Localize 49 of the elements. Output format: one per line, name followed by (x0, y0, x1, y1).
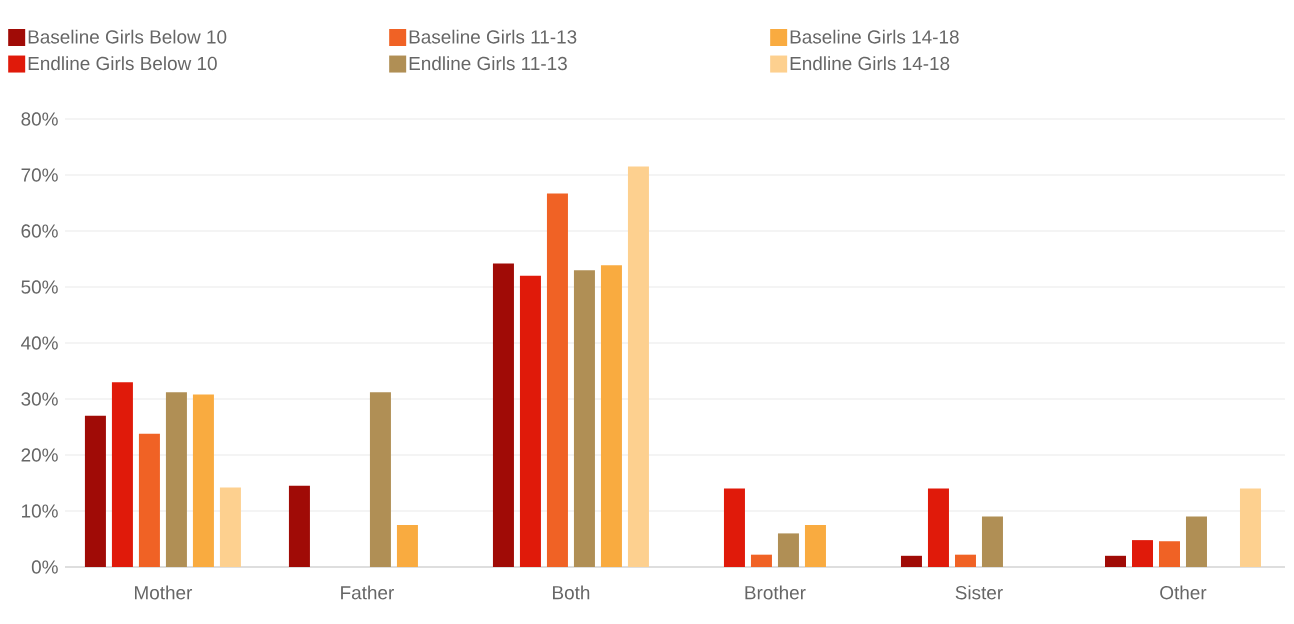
bar (84, 415, 106, 567)
y-tick-label: 20% (21, 448, 58, 462)
bar (750, 554, 772, 567)
bar (288, 485, 310, 567)
bar (573, 270, 595, 567)
y-tick-label: 40% (21, 336, 58, 350)
bar (627, 166, 649, 567)
x-tick-label: Sister (955, 585, 1003, 600)
legend-label: Baseline Girls 11-13 (409, 29, 577, 44)
bar (492, 263, 514, 567)
y-tick-label: 30% (21, 392, 58, 406)
bar (219, 487, 241, 567)
bar (111, 382, 133, 567)
x-tick-label: Mother (135, 585, 193, 600)
x-tick-label: Brother (745, 585, 806, 600)
bar (1104, 555, 1126, 567)
y-tick-label: 10% (22, 504, 58, 518)
bar (804, 525, 826, 567)
bar (723, 488, 745, 567)
bar (165, 392, 187, 567)
bar (927, 488, 949, 567)
bar (192, 394, 214, 567)
bar (954, 554, 976, 567)
bar (138, 433, 160, 567)
y-tick-label: 70% (21, 168, 58, 182)
legend-label: Endline Girls 14-18 (790, 56, 950, 71)
bar (1185, 516, 1207, 567)
x-tick-label: Both (553, 585, 590, 600)
y-tick-label: 80% (21, 112, 58, 126)
bar (1131, 540, 1153, 567)
bar (396, 525, 418, 567)
y-tick-label: 60% (21, 224, 58, 238)
bar (600, 265, 622, 567)
y-tick-label: 50% (21, 280, 58, 294)
bar (519, 275, 541, 567)
legend-label: Baseline Girls Below 10 (28, 29, 227, 44)
x-tick-label: Other (1160, 585, 1207, 600)
bar (900, 555, 922, 567)
x-tick-label: Father (341, 585, 394, 600)
legend-label: Baseline Girls 14-18 (790, 29, 959, 44)
bar (981, 516, 1003, 567)
bar (369, 392, 391, 567)
bar (546, 193, 568, 567)
bar (1239, 488, 1261, 567)
legend-label: Endline Girls 11-13 (409, 56, 567, 71)
y-tick-label: 0% (31, 560, 58, 574)
bar (1158, 541, 1180, 567)
bar (777, 533, 799, 567)
legend-label: Endline Girls Below 10 (28, 56, 217, 71)
